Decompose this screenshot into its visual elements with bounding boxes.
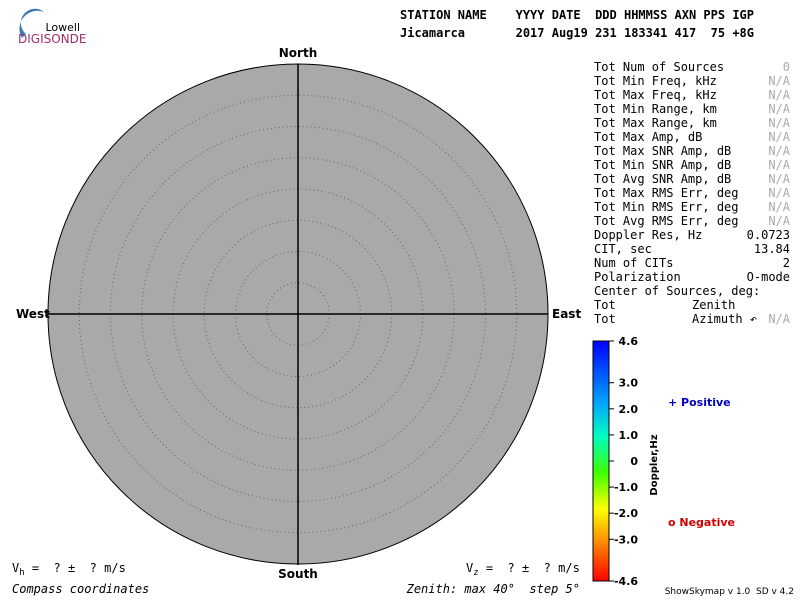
logo-top: Lowell [45,21,80,34]
colorbar-tick-label: 2.0 [619,403,639,416]
stat-value: O-mode [747,270,790,284]
vz-symbol: V [466,561,473,575]
stat-value: N/A [768,144,790,158]
stat-label: Tot Min SNR Amp, dB [594,158,731,172]
colorbar-tick-label: 1.0 [619,429,639,442]
zenith-label: Zenith: max 40° step 5° [406,582,580,596]
colorbar-tick-label: 4.6 [619,335,639,348]
stat-value: N/A [768,158,790,172]
stat-label: Tot Num of Sources [594,60,724,74]
stat-label: Polarization [594,270,681,284]
vh-symbol: V [12,561,19,575]
stat-label: Tot [594,312,616,326]
vz-sub: z [473,568,478,578]
legend-negative: o Negative [668,516,735,529]
vh-text: Vh = ? ± ? m/s [12,561,126,578]
stat-label: Tot Min RMS Err, deg [594,200,739,214]
vz-text: Vz = ? ± ? m/s [466,561,580,578]
colorbar-ticks: 4.6 3.0 2.0 1.0 0 -1.0 -2.0 -3.0 -4.6 [609,335,638,588]
logo-bottom: DIGISONDE [18,32,86,46]
stat-label: Tot Avg SNR Amp, dB [594,172,731,186]
stat-label: Tot Min Freq, kHz [594,74,717,88]
stat-value: N/A [768,172,790,186]
stat-label: Center of Sources, deg: [594,284,760,298]
stat-value: N/A [768,74,790,88]
stat-value: N/A [768,116,790,130]
stat-sub: Azimuth ↶ [692,312,757,326]
vh-rest: = ? ± ? m/s [25,561,126,575]
header-labels: STATION NAME YYYY DATE DDD HHMMSS AXN PP… [400,8,754,22]
stat-sub: Zenith [692,298,735,312]
stat-value: 2 [783,256,790,270]
stat-label: Doppler Res, Hz [594,228,702,242]
colorbar-tick-label: -1.0 [614,481,638,494]
stat-label: Tot Max RMS Err, deg [594,186,739,200]
east-label: East [552,307,581,321]
version: ShowSkymap v 1.0 SD v 4.2 [665,587,794,597]
stat-value: N/A [768,312,790,326]
colorbar [592,340,610,582]
north-label: North [279,46,317,60]
coords-label: Compass coordinates [12,582,149,596]
stat-value: N/A [768,102,790,116]
stat-label: Tot Min Range, km [594,102,717,116]
stat-value: 0.0723 [747,228,790,242]
logo-swirl [19,8,44,39]
stat-label: Tot Max Range, km [594,116,717,130]
stat-value: N/A [768,200,790,214]
colorbar-tick-label: -3.0 [614,533,638,546]
stats-panel: Tot Num of Sources 0 Tot Min Freq, kHz N/A T… [594,60,791,326]
vh-sub: h [19,568,24,578]
stat-label: Tot Avg RMS Err, deg [594,214,739,228]
stat-value: N/A [768,186,790,200]
colorbar-tick-label: 0 [630,455,638,468]
stat-label: Num of CITs [594,256,673,270]
stat-label: CIT, sec [594,242,652,256]
colorbar-title: Doppler,Hz [649,434,660,495]
header-values: Jicamarca 2017 Aug19 231 183341 417 75 +… [400,26,754,40]
stat-label: Tot Max Freq, kHz [594,88,717,102]
vz-rest: = ? ± ? m/s [479,561,580,575]
south-label: South [278,567,318,581]
stat-label: Tot [594,298,616,312]
colorbar-tick-label: -2.0 [614,507,638,520]
colorbar-tick-label: 3.0 [619,377,639,390]
legend-positive: + Positive [668,396,731,409]
stat-value: N/A [768,130,790,144]
stat-label: Tot Max Amp, dB [594,130,702,144]
stat-value: 13.84 [754,242,790,256]
stat-value: N/A [768,88,790,102]
colorbar-tick-label: -4.6 [614,575,638,588]
west-label: West [16,307,50,321]
stat-label: Tot Max SNR Amp, dB [594,144,731,158]
stat-value: 0 [783,60,790,74]
stat-value: N/A [768,214,790,228]
